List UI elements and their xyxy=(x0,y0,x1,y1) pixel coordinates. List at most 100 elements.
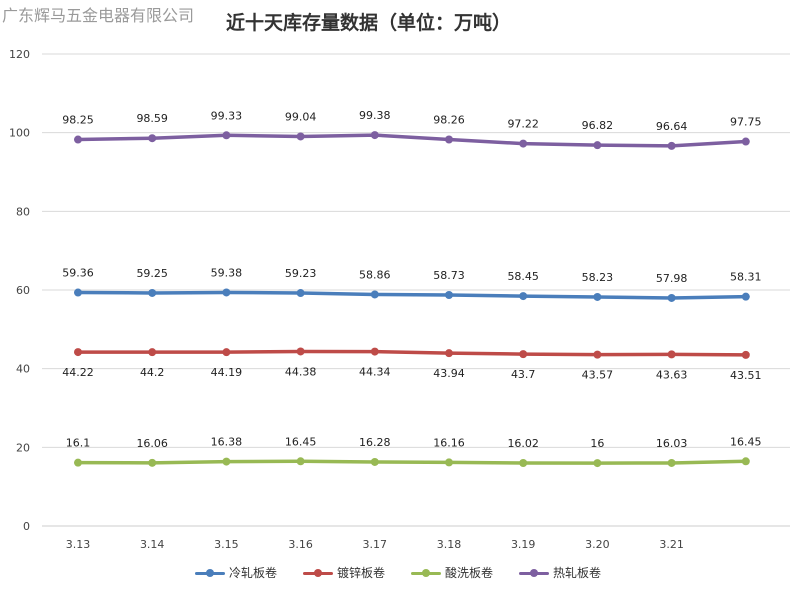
data-point xyxy=(296,347,305,356)
x-tick-label: 3.21 xyxy=(659,538,684,551)
data-labels: 59.36 59.25 59.38 59.23 58.86 58.73 58.45 58.23… xyxy=(62,109,761,450)
data-point xyxy=(74,458,82,467)
series-line-3 xyxy=(76,459,748,465)
data-point xyxy=(667,350,676,359)
data-point xyxy=(296,289,305,298)
data-point xyxy=(222,457,231,466)
data-point xyxy=(741,137,750,146)
data-label: 57.98 xyxy=(656,272,688,285)
y-tick-label: 60 xyxy=(16,284,30,297)
data-point xyxy=(667,293,676,302)
data-point xyxy=(222,288,231,297)
legend-label: 冷轧板卷 xyxy=(228,566,277,580)
grid-lines xyxy=(42,53,790,527)
legend-swatch-icon xyxy=(411,568,441,578)
chart-title: 近十天库存量数据（单位：万吨） xyxy=(226,12,512,34)
y-tick-label: 120 xyxy=(9,48,30,61)
data-label: 43.63 xyxy=(656,368,688,381)
data-label: 16.1 xyxy=(66,437,91,450)
data-point xyxy=(370,131,379,140)
legend: 冷轧板卷 镀锌板卷 酸洗板卷 热轧板卷 xyxy=(0,564,796,581)
series-layer xyxy=(74,131,750,468)
data-point xyxy=(148,288,157,297)
data-label: 59.36 xyxy=(62,267,94,280)
data-point xyxy=(370,457,379,466)
data-label: 16.06 xyxy=(136,437,168,450)
x-tick-label: 3.19 xyxy=(511,538,536,551)
data-label: 99.33 xyxy=(211,109,243,122)
data-label: 16.16 xyxy=(433,436,465,449)
data-point xyxy=(593,292,602,301)
data-label: 44.2 xyxy=(140,366,165,379)
data-label: 98.59 xyxy=(136,112,168,125)
company-watermark: 广东辉马五金电器有限公司 xyxy=(2,6,195,25)
data-point xyxy=(593,350,602,359)
data-label: 16.45 xyxy=(285,435,317,448)
data-label: 44.38 xyxy=(285,365,317,378)
x-tick-label: 3.20 xyxy=(585,538,610,551)
data-label: 96.64 xyxy=(656,120,688,133)
data-label: 59.38 xyxy=(211,266,243,279)
data-label: 43.94 xyxy=(433,367,465,380)
data-label: 98.25 xyxy=(62,114,94,127)
y-axis: 0 20 40 60 80 100 120 xyxy=(9,48,30,533)
data-point xyxy=(519,458,528,467)
data-point xyxy=(593,459,602,468)
legend-item: 酸洗板卷 xyxy=(411,564,493,581)
legend-item: 镀锌板卷 xyxy=(302,564,385,581)
data-point xyxy=(222,131,231,140)
data-point xyxy=(370,347,379,356)
data-point xyxy=(148,134,157,143)
data-label: 99.04 xyxy=(285,110,317,123)
data-point xyxy=(370,290,379,299)
data-label: 44.19 xyxy=(211,366,243,379)
data-point xyxy=(519,350,528,359)
data-label: 58.73 xyxy=(433,269,465,282)
y-tick-label: 40 xyxy=(16,363,30,376)
x-axis: 3.13 3.14 3.15 3.16 3.17 3.18 3.19 3.20 3.21 xyxy=(66,538,684,551)
x-tick-label: 3.13 xyxy=(66,538,91,551)
x-tick-label: 3.15 xyxy=(214,538,239,551)
x-tick-label: 3.17 xyxy=(363,538,388,551)
data-label: 58.31 xyxy=(730,271,762,284)
data-point xyxy=(74,288,82,297)
data-point xyxy=(74,348,82,357)
data-point xyxy=(741,292,750,301)
data-label: 99.38 xyxy=(359,109,391,122)
data-label: 44.34 xyxy=(359,366,391,379)
legend-swatch-icon xyxy=(302,568,333,578)
data-label: 98.26 xyxy=(433,114,465,127)
legend-label: 热轧板卷 xyxy=(553,566,602,580)
data-point xyxy=(296,457,305,466)
data-point xyxy=(445,458,453,467)
data-label: 43.7 xyxy=(511,368,536,381)
data-point xyxy=(74,135,82,144)
data-point xyxy=(741,350,750,359)
legend-item: 热轧板卷 xyxy=(519,564,601,581)
data-point xyxy=(445,349,453,358)
data-point xyxy=(148,458,157,467)
data-label: 58.45 xyxy=(507,270,539,283)
data-label: 16.28 xyxy=(359,436,391,449)
data-label: 97.22 xyxy=(507,118,539,131)
data-label: 16.45 xyxy=(730,435,762,448)
series-line-2 xyxy=(76,349,748,357)
data-label: 44.22 xyxy=(62,366,94,379)
legend-item: 冷轧板卷 xyxy=(194,564,277,581)
series-line-1 xyxy=(76,290,748,300)
data-point xyxy=(741,457,750,466)
legend-swatch-icon xyxy=(519,568,550,578)
data-point xyxy=(222,348,231,357)
data-point xyxy=(667,141,676,150)
data-label: 16.38 xyxy=(211,436,243,449)
data-label: 58.23 xyxy=(582,271,614,284)
y-tick-label: 80 xyxy=(16,205,30,218)
y-tick-label: 100 xyxy=(9,127,30,140)
data-label: 16.02 xyxy=(507,437,539,450)
data-label: 16 xyxy=(590,437,604,450)
data-point xyxy=(593,141,602,150)
data-point xyxy=(148,348,157,357)
legend-label: 镀锌板卷 xyxy=(336,566,385,580)
data-point xyxy=(296,132,305,141)
data-label: 58.86 xyxy=(359,268,391,281)
